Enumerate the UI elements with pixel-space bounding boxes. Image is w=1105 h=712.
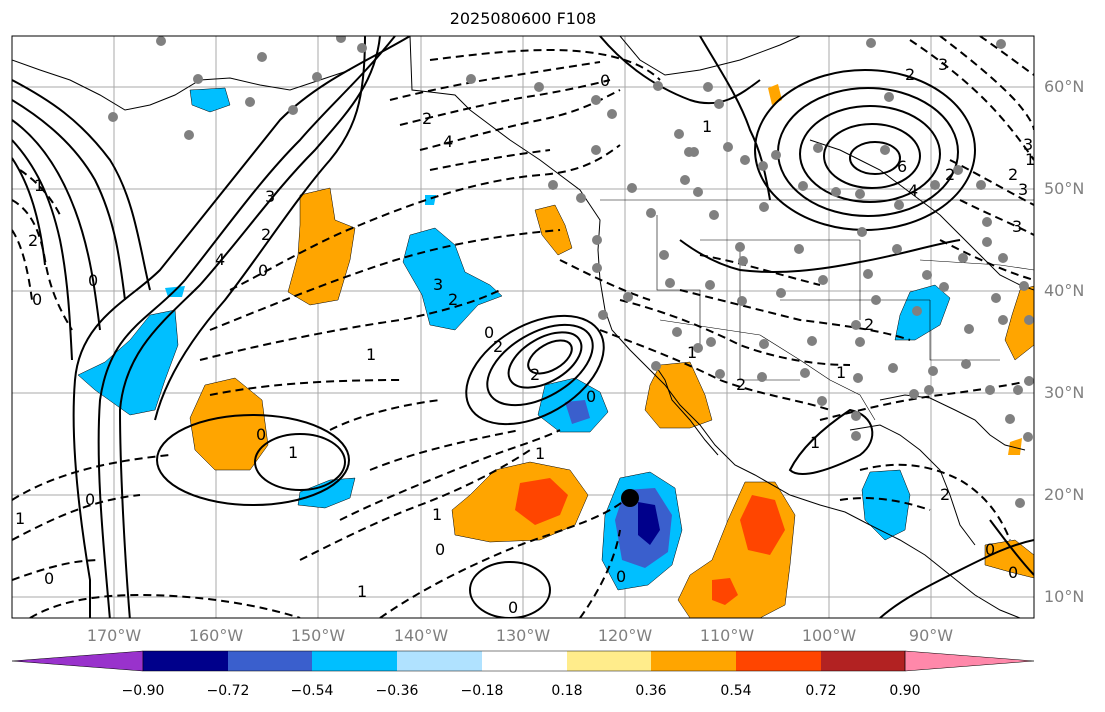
- lat-label-40n: 40°N: [1044, 281, 1085, 300]
- contour-label-6: 6: [897, 157, 907, 176]
- lon-label-130w: 130°W: [495, 626, 551, 645]
- colorbar-segment: [397, 651, 483, 671]
- colorbar-tick: −0.36: [375, 683, 419, 699]
- lon-label-110w: 110°W: [699, 626, 755, 645]
- contour-label-3f: 3: [1023, 135, 1033, 154]
- lat-label-20n: 20°N: [1044, 485, 1085, 504]
- colorbar-tick: −0.72: [206, 683, 250, 699]
- colorbar-segment: [651, 651, 737, 671]
- colorbar-extend-low: [11, 650, 144, 672]
- contour-label-3b: 3: [265, 187, 275, 206]
- colorbar-tick: 0.54: [720, 683, 752, 699]
- positive-anomaly-regions: [189, 84, 1034, 618]
- contour-label-2h: 2: [736, 375, 746, 394]
- contour-label-0l: 0: [616, 567, 626, 586]
- gridlines: [12, 36, 1034, 618]
- colorbar-tick: 0.18: [551, 683, 583, 699]
- colorbar-segment: [312, 651, 398, 671]
- contour-label-0k: 0: [508, 598, 518, 617]
- contour-label-0: 0: [600, 71, 610, 90]
- lon-label-140w: 140°W: [393, 626, 449, 645]
- contour-label-1c: 1: [366, 345, 376, 364]
- lat-label-30n: 30°N: [1044, 383, 1085, 402]
- colorbar-tick: −0.90: [121, 683, 165, 699]
- contour-label-0g: 0: [256, 425, 266, 444]
- colorbar-extend-high: [904, 650, 1035, 672]
- contour-label-3c: 3: [433, 275, 443, 294]
- contour-label-3d: 3: [1012, 217, 1022, 236]
- contour-labels: 0 1 2 3 4 4 2 3 2 0 4 0 0 2 1 3 2 1 0 2 …: [15, 55, 1035, 617]
- lat-label-50n: 50°N: [1044, 179, 1085, 198]
- contour-label-2j: 2: [940, 485, 950, 504]
- negative-anomaly-regions: [77, 87, 951, 591]
- contour-label-0m: 0: [985, 540, 995, 559]
- contour-label-0i: 0: [44, 569, 54, 588]
- lon-label-90w: 90°W: [908, 626, 954, 645]
- contour-label-1d: 1: [288, 443, 298, 462]
- colorbar-tick: 0.72: [805, 683, 837, 699]
- negative-contours: [12, 36, 1034, 618]
- colorbar-segment: [736, 651, 822, 671]
- colorbar-segment: [567, 651, 652, 671]
- contour-label-2b: 2: [422, 109, 432, 128]
- colorbar-tick: −0.54: [290, 683, 334, 699]
- colorbar-segment: [821, 651, 906, 671]
- contour-label-0b: 0: [258, 261, 268, 280]
- contour-label-2e: 2: [448, 290, 458, 309]
- contour-label-0d: 0: [32, 290, 42, 309]
- contour-label-1: 1: [702, 117, 712, 136]
- contour-label-1k: 1: [810, 433, 820, 452]
- contour-label-1i: 1: [687, 343, 697, 362]
- contour-label-0n: 0: [1008, 563, 1018, 582]
- contour-label-0c: 0: [88, 271, 98, 290]
- contour-label-0e: 0: [484, 323, 494, 342]
- contour-label-1f: 1: [535, 444, 545, 463]
- map-frame: [11, 35, 1035, 619]
- station-markers: [108, 36, 1034, 508]
- contour-label-2l: 2: [945, 165, 955, 184]
- contour-label-0f: 0: [586, 387, 596, 406]
- contour-label-1g: 1: [432, 505, 442, 524]
- contour-label-2g: 2: [530, 365, 540, 384]
- colorbar-segment: [143, 651, 229, 671]
- contour-label-1j: 1: [836, 363, 846, 382]
- contour-label-2c: 2: [261, 225, 271, 244]
- lat-label-60n: 60°N: [1044, 77, 1085, 96]
- map-title: 2025080600 F108: [449, 9, 597, 28]
- positive-contours: [12, 36, 1034, 618]
- contour-label-3: 3: [938, 55, 948, 74]
- colorbar-tick: 0.36: [635, 683, 667, 699]
- colorbar-tick: 0.90: [889, 683, 921, 699]
- lon-label-100w: 100°W: [801, 626, 857, 645]
- contour-label-2: 2: [905, 65, 915, 84]
- contour-label-2f: 2: [493, 337, 503, 356]
- contour-label-0h: 0: [85, 490, 95, 509]
- contour-label-3e: 3: [1018, 180, 1028, 199]
- lon-label-120w: 120°W: [597, 626, 653, 645]
- lon-label-150w: 150°W: [290, 626, 346, 645]
- contour-label-2i: 2: [864, 315, 874, 334]
- contour-label-4: 4: [908, 181, 918, 200]
- contour-label-4b: 4: [443, 132, 453, 151]
- contour-label-1e: 1: [15, 509, 25, 528]
- colorbar-segment: [482, 651, 568, 671]
- contour-label-0j: 0: [435, 540, 445, 559]
- contour-label-4c: 4: [215, 250, 225, 269]
- colorbar-tick: −0.18: [460, 683, 504, 699]
- lon-label-160w: 160°W: [188, 626, 244, 645]
- contour-label-1h: 1: [357, 582, 367, 601]
- lat-label-10n: 10°N: [1044, 587, 1085, 606]
- lon-label-170w: 170°W: [86, 626, 142, 645]
- coastlines: [12, 36, 1034, 618]
- contour-label-2k: 2: [1008, 165, 1018, 184]
- colorbar: [11, 650, 1035, 672]
- colorbar-segment: [228, 651, 313, 671]
- storm-center-marker: [621, 489, 639, 507]
- contour-label-2d: 2: [28, 231, 38, 250]
- contour-label-1l: 1: [1025, 150, 1035, 169]
- contour-label-1b: 1: [34, 176, 44, 195]
